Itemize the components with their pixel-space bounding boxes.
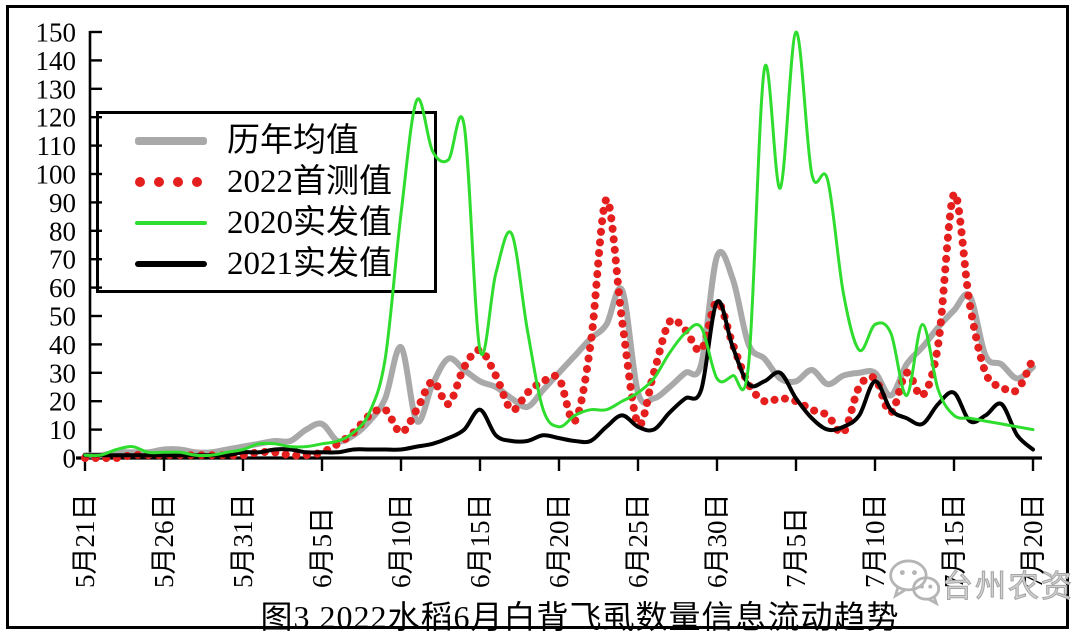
watermark-text: 台州农资	[942, 569, 1074, 605]
legend-item: 2020实发值	[135, 203, 434, 243]
legend-dotted-swatch	[135, 176, 213, 187]
legend-item: 2022首测值	[135, 162, 434, 202]
legend-label: 2022首测值	[227, 163, 392, 200]
legend-label: 2021实发值	[227, 245, 392, 282]
wechat-icon	[886, 556, 942, 611]
legend-label: 2020实发值	[227, 204, 392, 241]
watermark: 台州农资	[886, 556, 1074, 611]
legend-item: 2021实发值	[135, 244, 434, 284]
legend-label: 历年均值	[227, 122, 359, 159]
legend-line-swatch	[135, 260, 213, 267]
chart-title: 图3 2022水稻6月白背飞虱数量信息流动趋势	[260, 599, 900, 635]
figure-border	[6, 5, 1069, 629]
legend-line-swatch	[135, 136, 213, 145]
legend-line-swatch	[135, 220, 213, 225]
legend-item: 历年均值	[135, 121, 434, 161]
legend: 历年均值 2022首测值 2020实发值 2021实发值	[96, 111, 437, 293]
